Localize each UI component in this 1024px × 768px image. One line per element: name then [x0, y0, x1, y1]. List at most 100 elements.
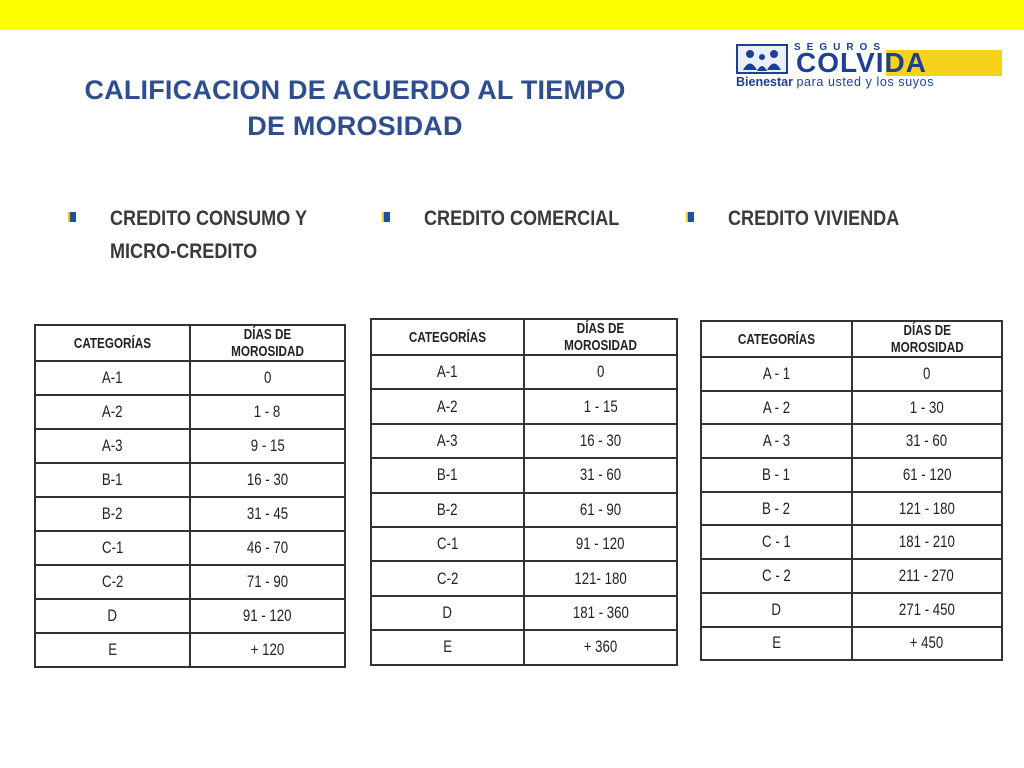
header-text: DÍAS DE MOROSIDAD — [564, 320, 637, 354]
cell-text: 121- 180 — [574, 568, 627, 588]
cell-text: D — [107, 606, 118, 625]
cell-text: D — [442, 602, 453, 622]
cell-categoria: A-2 — [370, 388, 525, 425]
cell-categoria: C-1 — [370, 525, 525, 563]
table-row: A-3 9 - 15 — [34, 428, 346, 464]
cell-categoria: A-1 — [34, 360, 191, 396]
cell-text: C - 2 — [761, 565, 791, 585]
cell-text: 0 — [263, 368, 272, 387]
cell-text: C - 1 — [761, 532, 791, 552]
cell-categoria: A-1 — [370, 353, 525, 391]
page-title-line2: DE MOROSIDAD — [247, 111, 463, 141]
table-row: A - 1 0 — [700, 356, 1003, 392]
section-heading-vivienda-text: CREDITO VIVIENDA — [728, 207, 900, 230]
cell-categoria: C-2 — [34, 564, 191, 600]
section-heading-vivienda: CREDITO VIVIENDA — [686, 202, 927, 235]
cell-dias: 0 — [189, 360, 346, 396]
column-header-categorias: CATEGORÍAS — [370, 318, 525, 356]
section-heading-consumo-line1: CREDITO CONSUMO Y — [110, 207, 308, 230]
cell-dias: 16 - 30 — [523, 422, 678, 460]
cell-text: C-2 — [436, 568, 459, 588]
section-heading-comercial: CREDITO COMERCIAL — [382, 202, 651, 235]
cell-dias: 1 - 30 — [850, 389, 1003, 426]
cell-text: 31 - 60 — [906, 431, 948, 451]
cell-text: 16 - 30 — [246, 470, 289, 489]
table-row: C - 2 211 - 270 — [700, 558, 1003, 594]
cell-text: 91 - 120 — [576, 534, 625, 554]
cell-dias: 121 - 180 — [850, 490, 1003, 527]
cell-text: A-2 — [437, 396, 458, 416]
cell-text: 71 - 90 — [246, 572, 289, 591]
table-row: C-2 71 - 90 — [34, 564, 346, 600]
cell-categoria: E — [700, 625, 853, 662]
logo-brand-name: COLVIDA — [796, 48, 927, 78]
table-header-row: CATEGORÍAS DÍAS DE MOROSIDAD — [370, 318, 678, 356]
logo-brand-text: COLVIDA — [796, 47, 927, 78]
cell-text: 61 - 90 — [579, 499, 622, 519]
table-row: B - 2 121 - 180 — [700, 490, 1003, 527]
column-header-dias: DÍAS DE MOROSIDAD — [850, 320, 1003, 358]
cell-categoria: B-2 — [34, 496, 191, 532]
table-row: D 181 - 360 — [370, 594, 678, 632]
cell-dias: 0 — [523, 353, 678, 391]
section-heading-consumo-line2: MICRO-CREDITO — [110, 240, 258, 263]
cell-categoria: D — [34, 598, 191, 634]
cell-categoria: C-1 — [34, 530, 191, 566]
table-row: A-1 0 — [370, 353, 678, 391]
logo-tagline-rest: para usted y los suyos — [796, 75, 935, 89]
header-text: DÍAS DE MOROSIDAD — [231, 326, 304, 360]
table-row: A-1 0 — [34, 360, 346, 396]
bullet-icon — [686, 212, 694, 222]
page-title: CALIFICACION DE ACUERDO AL TIEMPO DE MOR… — [20, 72, 690, 144]
family-emblem-icon — [736, 44, 788, 74]
cell-dias: 46 - 70 — [189, 530, 346, 566]
cell-categoria: A - 2 — [700, 389, 853, 426]
cell-dias: 16 - 30 — [189, 462, 346, 498]
header-text: DÍAS DE MOROSIDAD — [890, 322, 964, 356]
cell-dias: 31 - 60 — [523, 457, 678, 494]
bullet-icon — [68, 212, 76, 222]
cell-text: + 360 — [583, 637, 618, 657]
cell-dias: + 360 — [523, 629, 678, 666]
cell-text: A - 1 — [762, 363, 790, 383]
column-header-categorias: CATEGORÍAS — [700, 320, 853, 358]
cell-categoria: B-1 — [34, 462, 191, 498]
table-row: C - 1 181 - 210 — [700, 524, 1003, 561]
column-header-dias: DÍAS DE MOROSIDAD — [189, 324, 346, 362]
table-row: B - 1 61 - 120 — [700, 457, 1003, 493]
cell-categoria: C - 2 — [700, 558, 853, 594]
cell-text: 0 — [923, 363, 931, 383]
header-text: CATEGORÍAS — [737, 330, 815, 348]
cell-dias: 61 - 90 — [523, 491, 678, 528]
column-header-dias: DÍAS DE MOROSIDAD — [523, 318, 678, 356]
cell-text: + 450 — [909, 633, 944, 653]
cell-dias: 91 - 120 — [189, 598, 346, 634]
cell-dias: 31 - 45 — [189, 496, 346, 532]
cell-text: B-2 — [437, 499, 458, 519]
cell-text: 121 - 180 — [898, 498, 955, 518]
page-title-line1: CALIFICACION DE ACUERDO AL TIEMPO — [84, 75, 626, 105]
cell-text: + 120 — [250, 640, 285, 659]
cell-dias: 121- 180 — [523, 560, 678, 597]
cell-text: A-1 — [102, 368, 123, 387]
cell-text: A-2 — [102, 402, 123, 421]
cell-categoria: D — [700, 591, 853, 628]
cell-text: 181 - 360 — [572, 602, 629, 622]
cell-text: 0 — [596, 362, 605, 382]
cell-dias: + 120 — [189, 632, 346, 668]
cell-text: 31 - 45 — [246, 504, 289, 523]
header-text: CATEGORÍAS — [73, 334, 152, 352]
top-accent-bar — [0, 0, 1024, 30]
cell-text: B-1 — [437, 465, 458, 485]
section-heading-comercial-text: CREDITO COMERCIAL — [424, 207, 620, 230]
cell-dias: 9 - 15 — [189, 428, 346, 464]
cell-text: C-1 — [436, 534, 459, 554]
cell-dias: 211 - 270 — [850, 558, 1003, 594]
cell-dias: 181 - 360 — [523, 594, 678, 632]
cell-text: 1 - 30 — [909, 397, 944, 417]
cell-text: A - 3 — [762, 431, 790, 451]
cell-dias: 91 - 120 — [523, 525, 678, 563]
cell-text: 31 - 60 — [579, 465, 622, 485]
table-header-row: CATEGORÍAS DÍAS DE MOROSIDAD — [34, 324, 346, 362]
